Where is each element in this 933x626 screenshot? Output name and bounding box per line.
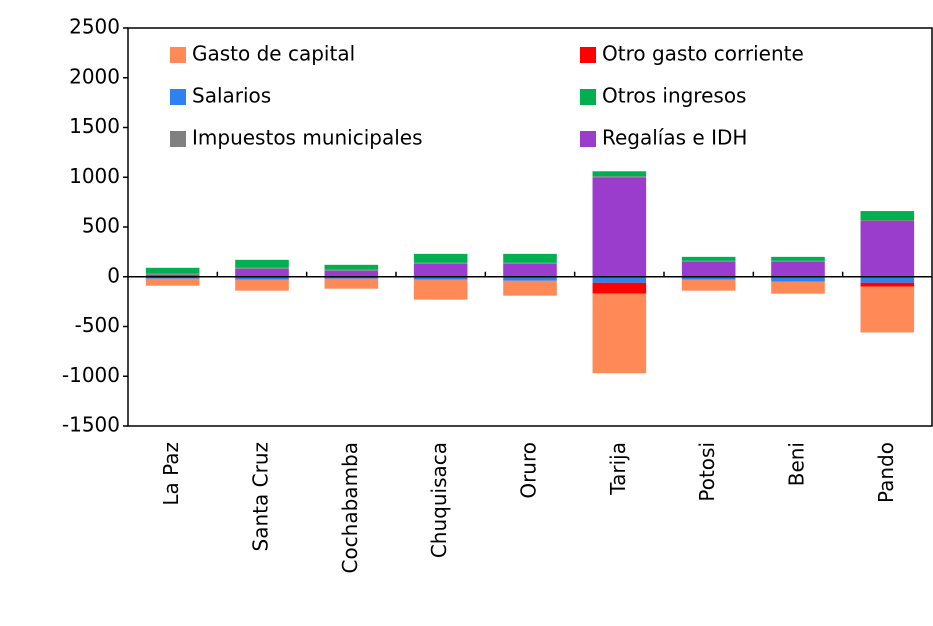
y-tick-label: 0 — [107, 263, 120, 287]
bar-segment — [860, 282, 915, 287]
y-tick-label: -1500 — [62, 413, 120, 437]
bar-segment — [413, 279, 468, 300]
x-tick-label: Tarija — [606, 442, 630, 496]
bar-segment — [413, 262, 468, 264]
bar-segment — [413, 263, 468, 277]
bar-segment — [592, 293, 647, 374]
x-tick-label: Chuquisaca — [427, 442, 451, 558]
bar-segment — [681, 260, 736, 262]
bar-segment — [860, 221, 915, 277]
legend-swatch — [580, 89, 596, 105]
bar-segment — [860, 276, 915, 283]
legend-swatch — [580, 131, 596, 147]
bar-segment — [592, 176, 647, 178]
bar-segment — [771, 281, 825, 294]
legend-swatch — [170, 89, 186, 105]
bar-segment — [145, 267, 200, 274]
bar-segment — [235, 276, 289, 280]
legend-label: Gasto de capital — [192, 42, 355, 66]
y-tick-label: 2000 — [69, 64, 120, 88]
x-tick-label: Pando — [874, 442, 898, 503]
bar-segment — [503, 276, 557, 281]
legend-label: Otro gasto corriente — [602, 42, 804, 66]
bar-segment — [681, 279, 736, 291]
x-tick-label: Potosi — [695, 442, 719, 502]
y-tick-label: 2500 — [69, 15, 120, 39]
bar-segment — [324, 269, 379, 271]
bar-segment — [860, 286, 915, 333]
bar-segment — [771, 261, 825, 277]
bar-segment — [235, 259, 289, 268]
bar-segment — [592, 282, 647, 294]
legend-swatch — [170, 131, 186, 147]
bar-segment — [235, 267, 289, 269]
bar-segment — [324, 264, 379, 270]
x-tick-label: Santa Cruz — [249, 442, 273, 551]
bar-segment — [413, 253, 468, 263]
bar-segment — [503, 263, 557, 277]
legend-label: Otros ingresos — [602, 84, 746, 108]
bar-segment — [681, 256, 736, 261]
bar-segment — [145, 274, 200, 277]
x-tick-label: Beni — [785, 442, 809, 486]
bar-segment — [503, 280, 557, 296]
y-tick-label: 1500 — [69, 114, 120, 138]
legend-swatch — [170, 47, 186, 63]
bar-segment — [592, 276, 647, 283]
bar-segment — [592, 171, 647, 177]
bar-segment — [771, 256, 825, 261]
bar-segment — [145, 278, 200, 286]
bar-segment — [413, 276, 468, 280]
legend-label: Impuestos municipales — [192, 126, 423, 150]
x-tick-label: La Paz — [159, 442, 183, 506]
bar-segment — [324, 276, 379, 279]
bar-segment — [324, 270, 379, 277]
bar-segment — [860, 211, 915, 221]
x-tick-label: Oruro — [517, 442, 541, 499]
bar-segment — [235, 279, 289, 291]
y-tick-label: -500 — [75, 313, 120, 337]
bar-segment — [771, 260, 825, 262]
x-tick-label: Cochabamba — [338, 442, 362, 574]
legend-label: Salarios — [192, 84, 271, 108]
bar-segment — [771, 276, 825, 282]
bar-segment — [503, 253, 557, 263]
y-tick-label: 500 — [82, 214, 120, 238]
bar-segment — [681, 261, 736, 277]
y-tick-label: -1000 — [62, 363, 120, 387]
bar-segment — [503, 262, 557, 264]
legend-label: Regalías e IDH — [602, 126, 747, 150]
bar-segment — [592, 177, 647, 277]
legend-swatch — [580, 47, 596, 63]
bar-segment — [145, 276, 200, 279]
y-tick-label: 1000 — [69, 164, 120, 188]
bar-segment — [324, 278, 379, 289]
bar-segment — [235, 268, 289, 277]
bar-segment — [145, 273, 200, 275]
bar-segment — [860, 220, 915, 222]
bar-segment — [681, 276, 736, 280]
